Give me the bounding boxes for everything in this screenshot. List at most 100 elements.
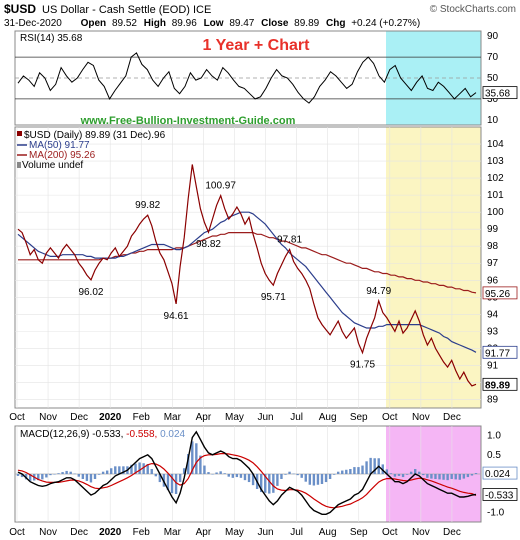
macd-legend-main: MACD(12,26,9) -0.533,	[20, 429, 123, 440]
macd-legend-signal: -0.558,	[126, 429, 157, 440]
macd-hist-bar	[442, 474, 445, 480]
volume-legend-swatch	[17, 162, 21, 168]
macd-hist-bar	[146, 464, 149, 474]
macd-hist-bar	[397, 474, 401, 476]
macd-line	[17, 430, 477, 515]
macd-hist-bar	[28, 474, 32, 481]
macd-hist-bar	[409, 471, 413, 474]
macd-x-tick: Nov	[412, 527, 430, 538]
symbol: $USD	[4, 2, 36, 16]
macd-hist-bar	[53, 474, 56, 475]
macd-hist-bar	[430, 474, 433, 479]
chg-label: Chg	[326, 18, 345, 29]
price-y-tick: 100	[487, 207, 504, 218]
macd-hist-bar	[138, 462, 141, 474]
macd-hist-bar	[227, 474, 230, 477]
macd-hist-bar	[65, 470, 68, 474]
close-label: Close	[261, 18, 289, 29]
price-point-label: 94.61	[164, 311, 189, 322]
price-y-tick: 102	[487, 173, 504, 184]
macd-end-box	[482, 488, 518, 501]
macd-x-tick: Feb	[133, 527, 151, 538]
macd-hist-bar	[381, 464, 384, 474]
macd-hist-bar	[268, 474, 271, 494]
macd-hist-bar	[182, 468, 186, 474]
price-y-tick: 98	[487, 241, 499, 252]
macd-hist-bar	[150, 469, 153, 474]
macd-hist-bar	[154, 474, 158, 477]
macd-hist-bar	[446, 474, 449, 481]
price-highlight	[386, 127, 481, 408]
macd-legend: MACD(12,26,9) -0.533, -0.558, 0.024	[20, 429, 186, 440]
macd-x-tick: Oct	[9, 527, 25, 538]
macd-hist-bar	[328, 474, 332, 479]
macd-x-tick: 2020	[99, 527, 122, 538]
price-x-tick: 2020	[99, 412, 122, 423]
rsi-y-tick: 70	[487, 52, 499, 63]
macd-hist-bar	[170, 474, 174, 494]
price-x-tick: Apr	[196, 412, 212, 423]
macd-hist-bar	[81, 474, 85, 479]
macd-hist-bar	[418, 471, 421, 474]
price-point-label: 91.75	[350, 360, 375, 371]
signal-line	[17, 453, 477, 509]
open-value: 89.52	[112, 18, 137, 29]
rsi-legend: RSI(14) 35.68	[20, 33, 83, 44]
macd-hist-bar	[199, 455, 202, 474]
macd-hist-bar	[284, 474, 287, 475]
price-end-box	[482, 286, 518, 300]
macd-hist-bar	[361, 465, 364, 474]
macd-hist-bar	[134, 463, 137, 474]
macd-hist-bar	[73, 473, 76, 475]
macd-x-tick: May	[225, 527, 244, 538]
close-value: 89.89	[294, 18, 319, 29]
macd-hist-bar	[187, 454, 190, 474]
macd-hist-bar	[353, 467, 356, 474]
rsi-y-tick: 30	[487, 94, 499, 105]
macd-hist-bar	[24, 474, 28, 480]
price-point-label: 98.82	[196, 239, 221, 250]
macd-hist-bar	[235, 474, 239, 478]
macd-hist-bar	[308, 474, 312, 485]
macd-hist-bar	[97, 474, 101, 475]
macd-x-tick: Nov	[39, 527, 57, 538]
macd-hist-bar	[20, 474, 24, 478]
macd-hist-bar	[385, 469, 389, 474]
macd-x-tick: Jul	[290, 527, 303, 538]
macd-hist-bar	[405, 474, 409, 475]
price-end-value: 95.26	[485, 289, 510, 300]
low-label: Low	[204, 18, 224, 29]
macd-hist-bar	[219, 471, 222, 474]
macd-hist-bar	[105, 470, 109, 474]
rsi-last-box	[482, 86, 518, 100]
macd-x-tick: Apr	[196, 527, 212, 538]
price-point-label: 97.81	[277, 234, 302, 245]
macd-x-tick: Dec	[443, 527, 461, 538]
price-y-tick: 99	[487, 224, 499, 235]
price-panel: 8990919293949596979899100101102103104 99…	[14, 126, 518, 409]
macd-hist-bar	[49, 474, 52, 476]
macd-hist-bar	[341, 470, 344, 474]
price-end-box	[482, 345, 518, 359]
macd-hist-bar	[438, 474, 441, 480]
price-x-tick: Aug	[319, 412, 337, 423]
rsi-line	[17, 52, 477, 104]
volume-legend: Volume undef	[22, 160, 83, 171]
macd-hist-bar	[312, 474, 316, 486]
price-x-tick: Jun	[257, 412, 273, 423]
macd-end-value: 0.024	[485, 469, 510, 480]
macd-hist-bar	[57, 473, 60, 474]
price-point-label: 99.82	[135, 200, 160, 211]
macd-hist-bar	[320, 474, 324, 484]
quote-date: 31-Dec-2020	[4, 18, 62, 29]
macd-legend-hist: 0.024	[160, 429, 185, 440]
macd-hist-bar	[357, 467, 360, 474]
macd-hist-bar	[61, 472, 64, 474]
macd-hist-bar	[231, 474, 235, 478]
rsi-panel: 10 30 50 70 90 35.68 RSI(14) 35.68	[14, 30, 518, 126]
price-line	[17, 164, 477, 387]
macd-y-tick: 0.5	[487, 450, 501, 461]
macd-hist-bar	[118, 466, 121, 474]
macd-hist-bar	[401, 474, 405, 478]
